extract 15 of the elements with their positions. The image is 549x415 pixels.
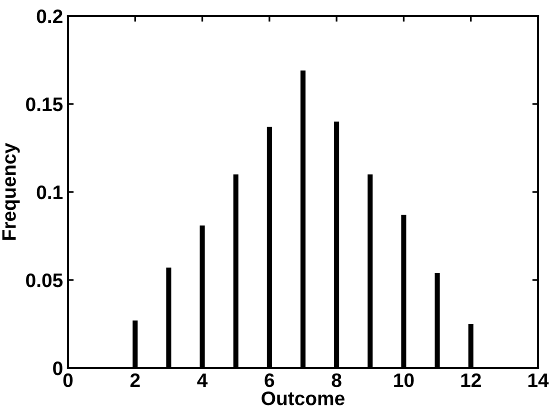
x-tick-label: 10 bbox=[394, 373, 414, 388]
x-tick-label: 6 bbox=[264, 373, 274, 388]
x-tick-label: 14 bbox=[528, 374, 549, 387]
y-tick-label: 0.2 bbox=[36, 9, 62, 24]
y-tick-label: 0.05 bbox=[26, 273, 63, 288]
x-tick-label: 12 bbox=[461, 373, 481, 387]
y-tick-label: 0.15 bbox=[26, 97, 63, 112]
y-tick-label: 0 bbox=[53, 361, 62, 376]
x-tick-label: 0 bbox=[63, 373, 73, 388]
x-axis-title: Outcome bbox=[262, 392, 344, 406]
x-tick-label: 4 bbox=[197, 374, 208, 387]
y-tick-label: 0.1 bbox=[36, 185, 63, 200]
x-tick-label: 2 bbox=[130, 373, 140, 387]
x-tick-label: 8 bbox=[332, 373, 342, 388]
y-axis-title: Frequency bbox=[2, 142, 20, 240]
